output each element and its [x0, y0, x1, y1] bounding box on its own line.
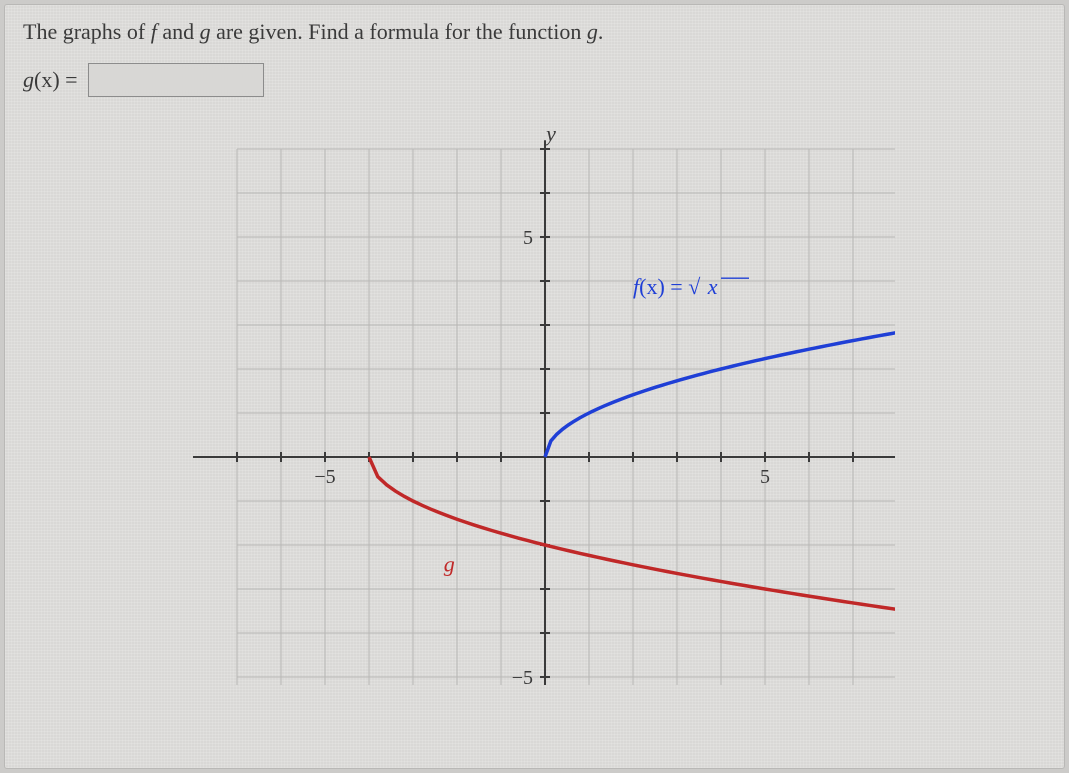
svg-text:f(x) = √ x: f(x) = √ x [633, 274, 718, 299]
answer-lhs-of: (x) = [34, 67, 78, 92]
svg-text:g: g [443, 551, 454, 576]
question-end: . [598, 19, 604, 44]
question-prefix: The graphs of [23, 19, 151, 44]
chart-container: −55−55yxf(x) = √ xg [23, 125, 1046, 685]
svg-text:5: 5 [523, 227, 533, 249]
question-suffix: are given. Find a formula for the functi… [211, 19, 587, 44]
question-and: and [157, 19, 200, 44]
svg-text:5: 5 [760, 466, 770, 488]
svg-text:y: y [544, 125, 556, 146]
question-text: The graphs of f and g are given. Find a … [23, 19, 1046, 45]
worksheet-panel: The graphs of f and g are given. Find a … [4, 4, 1065, 769]
question-g2: g [587, 19, 598, 44]
answer-row: g(x) = [23, 63, 1046, 97]
function-chart: −55−55yxf(x) = √ xg [175, 125, 895, 685]
svg-text:−5: −5 [511, 667, 532, 685]
answer-input[interactable] [88, 63, 264, 97]
svg-text:−5: −5 [314, 466, 335, 488]
question-g: g [200, 19, 211, 44]
answer-lhs: g(x) = [23, 67, 78, 93]
answer-lhs-fn: g [23, 67, 34, 92]
